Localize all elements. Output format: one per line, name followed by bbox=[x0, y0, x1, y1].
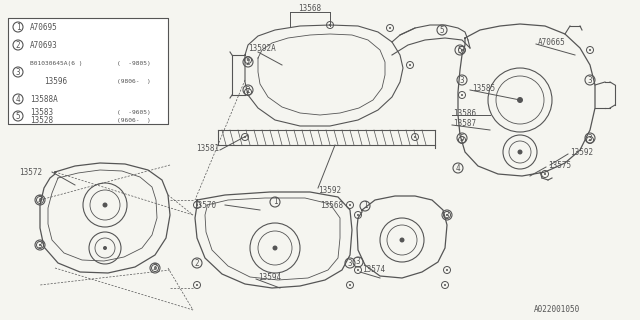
Circle shape bbox=[461, 139, 463, 141]
Text: 2: 2 bbox=[16, 41, 20, 50]
Circle shape bbox=[349, 204, 351, 206]
Text: 3: 3 bbox=[153, 263, 157, 273]
Circle shape bbox=[196, 204, 198, 206]
Text: 5: 5 bbox=[458, 45, 462, 54]
Circle shape bbox=[409, 64, 411, 66]
Text: 13568: 13568 bbox=[298, 4, 321, 12]
Text: (9806-  ): (9806- ) bbox=[117, 78, 151, 84]
Text: 13596: 13596 bbox=[44, 76, 67, 85]
Text: 3: 3 bbox=[38, 241, 42, 250]
Circle shape bbox=[102, 203, 108, 207]
Text: 13592: 13592 bbox=[570, 148, 593, 156]
Text: 5: 5 bbox=[16, 111, 20, 121]
Text: 2: 2 bbox=[246, 58, 250, 67]
Text: 3: 3 bbox=[348, 259, 352, 268]
Circle shape bbox=[399, 237, 404, 243]
Text: 13588A: 13588A bbox=[30, 94, 58, 103]
Circle shape bbox=[357, 269, 359, 271]
Text: A70665: A70665 bbox=[538, 37, 566, 46]
Text: A022001050: A022001050 bbox=[534, 305, 580, 314]
Text: 13594: 13594 bbox=[258, 273, 281, 282]
Circle shape bbox=[154, 267, 156, 269]
Circle shape bbox=[517, 97, 523, 103]
Text: A70693: A70693 bbox=[30, 41, 58, 50]
Text: (9606-  ): (9606- ) bbox=[117, 117, 151, 123]
Circle shape bbox=[518, 149, 522, 155]
Circle shape bbox=[446, 269, 448, 271]
Text: 3: 3 bbox=[460, 76, 464, 84]
Text: 2: 2 bbox=[246, 85, 250, 94]
Circle shape bbox=[589, 139, 591, 141]
Circle shape bbox=[39, 199, 41, 201]
Text: 13575: 13575 bbox=[548, 161, 571, 170]
Circle shape bbox=[389, 27, 391, 29]
Circle shape bbox=[461, 94, 463, 96]
Text: 3: 3 bbox=[16, 68, 20, 76]
Text: 13572: 13572 bbox=[19, 167, 42, 177]
Circle shape bbox=[247, 91, 249, 93]
Text: 13570: 13570 bbox=[193, 201, 216, 210]
Text: 13585: 13585 bbox=[472, 84, 495, 92]
Circle shape bbox=[446, 214, 448, 216]
Circle shape bbox=[273, 245, 278, 251]
Text: 1: 1 bbox=[363, 202, 367, 211]
Circle shape bbox=[414, 136, 416, 138]
Text: 1: 1 bbox=[16, 22, 20, 31]
Text: 3: 3 bbox=[588, 133, 592, 142]
Text: 13581: 13581 bbox=[196, 143, 219, 153]
Text: 13528: 13528 bbox=[30, 116, 53, 124]
Text: B01030645A(6 ): B01030645A(6 ) bbox=[30, 60, 83, 66]
Text: 13586: 13586 bbox=[453, 108, 476, 117]
Text: 13587: 13587 bbox=[453, 118, 476, 127]
Text: 3: 3 bbox=[588, 76, 592, 84]
Text: 4: 4 bbox=[16, 94, 20, 103]
Text: 5: 5 bbox=[440, 26, 444, 35]
Text: 3: 3 bbox=[445, 211, 449, 220]
Text: 2: 2 bbox=[195, 259, 199, 268]
Text: 4: 4 bbox=[456, 164, 460, 172]
Text: 13574: 13574 bbox=[362, 266, 385, 275]
Text: 5: 5 bbox=[460, 133, 464, 142]
Circle shape bbox=[196, 284, 198, 286]
Bar bbox=[8, 18, 168, 124]
Text: 13592A: 13592A bbox=[248, 44, 276, 52]
Text: 3: 3 bbox=[356, 258, 360, 267]
Circle shape bbox=[247, 59, 249, 61]
Text: 3: 3 bbox=[38, 196, 42, 204]
Circle shape bbox=[461, 49, 463, 51]
Circle shape bbox=[39, 244, 41, 246]
Text: (  -9805): ( -9805) bbox=[117, 60, 151, 66]
Text: 13568: 13568 bbox=[320, 201, 343, 210]
Circle shape bbox=[357, 214, 359, 216]
Text: (  -9605): ( -9605) bbox=[117, 109, 151, 115]
Text: 13592: 13592 bbox=[318, 186, 341, 195]
Text: 13583: 13583 bbox=[30, 108, 53, 116]
Circle shape bbox=[329, 24, 331, 26]
Circle shape bbox=[589, 49, 591, 51]
Circle shape bbox=[103, 246, 107, 250]
Text: 1: 1 bbox=[273, 197, 277, 206]
Circle shape bbox=[444, 284, 446, 286]
Circle shape bbox=[244, 136, 246, 138]
Circle shape bbox=[544, 173, 546, 175]
Circle shape bbox=[349, 284, 351, 286]
Text: A70695: A70695 bbox=[30, 22, 58, 31]
